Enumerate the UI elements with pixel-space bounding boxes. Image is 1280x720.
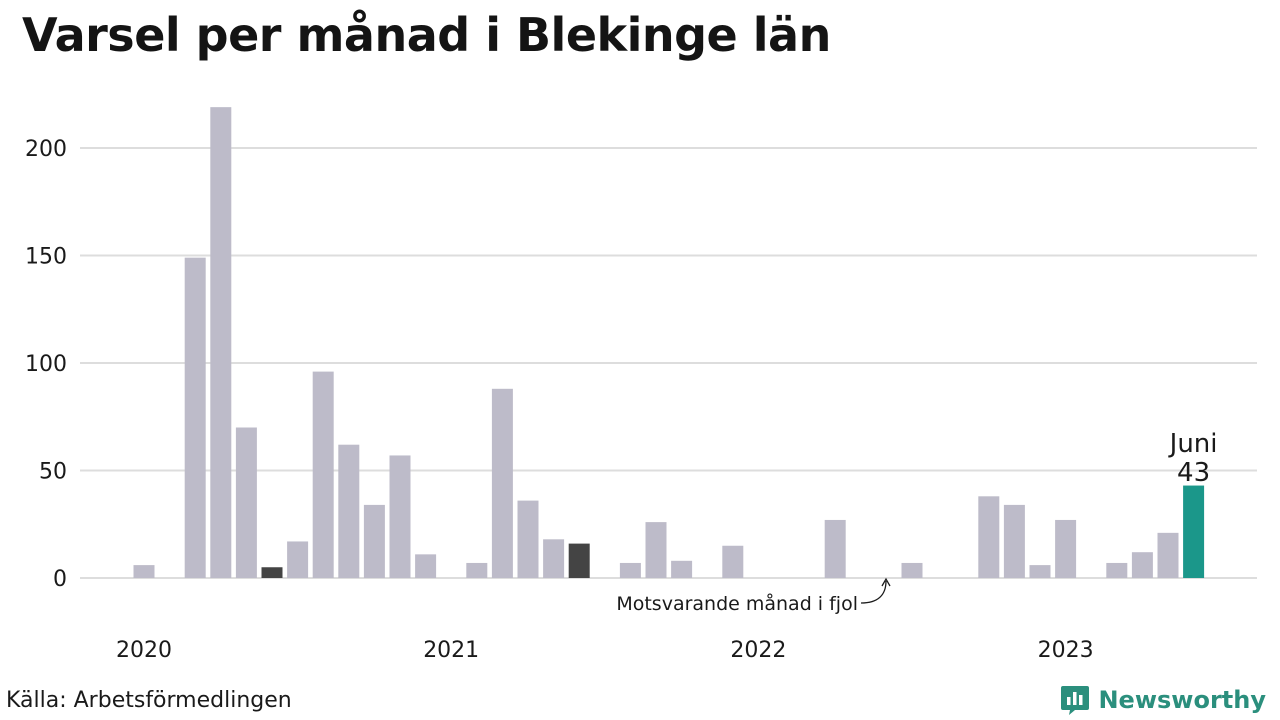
source-note: Källa: Arbetsförmedlingen (6, 688, 292, 713)
bar (671, 560, 693, 578)
x-tick-label: 2020 (116, 638, 172, 663)
current-value-label: 43 (1177, 458, 1210, 488)
bar (824, 519, 846, 578)
bar-comparison (568, 543, 590, 578)
y-axis-ticks: 0 50 100 150 200 (25, 137, 67, 592)
bar (1055, 519, 1077, 578)
x-tick-label: 2023 (1038, 638, 1094, 663)
bar (363, 504, 385, 578)
x-tick-label: 2022 (730, 638, 786, 663)
bar (722, 545, 744, 578)
bar (978, 496, 1000, 578)
y-tick-label: 150 (25, 245, 67, 270)
bar (210, 107, 232, 579)
bar (466, 562, 488, 578)
bar (133, 565, 155, 578)
bar (1106, 562, 1128, 578)
bar (543, 539, 565, 578)
brand-logo[interactable]: Newsworthy (1060, 682, 1266, 718)
annotation-arrow (860, 580, 887, 604)
y-tick-label: 0 (53, 567, 67, 592)
bar (1157, 532, 1179, 578)
bar (312, 371, 334, 578)
y-tick-label: 50 (39, 460, 67, 485)
bar (235, 427, 257, 578)
current-month-label: Juni (1168, 429, 1218, 459)
x-tick-label: 2021 (423, 638, 479, 663)
bar (645, 522, 667, 578)
bar (338, 444, 360, 578)
y-tick-label: 100 (25, 352, 67, 377)
bar (491, 388, 513, 578)
bar (1003, 504, 1025, 578)
bar (1029, 565, 1051, 578)
bar (517, 500, 539, 578)
comparison-note: Motsvarande månad i fjol (616, 592, 858, 615)
bar (184, 257, 206, 578)
x-axis-ticks: 2020 2021 2022 2023 (116, 638, 1094, 663)
chart-title: Varsel per månad i Blekinge län (22, 8, 831, 62)
bar-current (1183, 485, 1205, 578)
brand-name: Newsworthy (1098, 686, 1266, 714)
newsworthy-logo-icon (1061, 686, 1090, 715)
bar (1131, 552, 1153, 578)
bar (389, 455, 411, 578)
y-tick-label: 200 (25, 137, 67, 162)
bar-comparison (261, 567, 283, 578)
bar (415, 554, 437, 578)
bars (133, 107, 1205, 579)
bar (901, 562, 923, 578)
annotation-arrowhead (881, 577, 891, 587)
bar (619, 562, 641, 578)
bar (287, 541, 309, 578)
